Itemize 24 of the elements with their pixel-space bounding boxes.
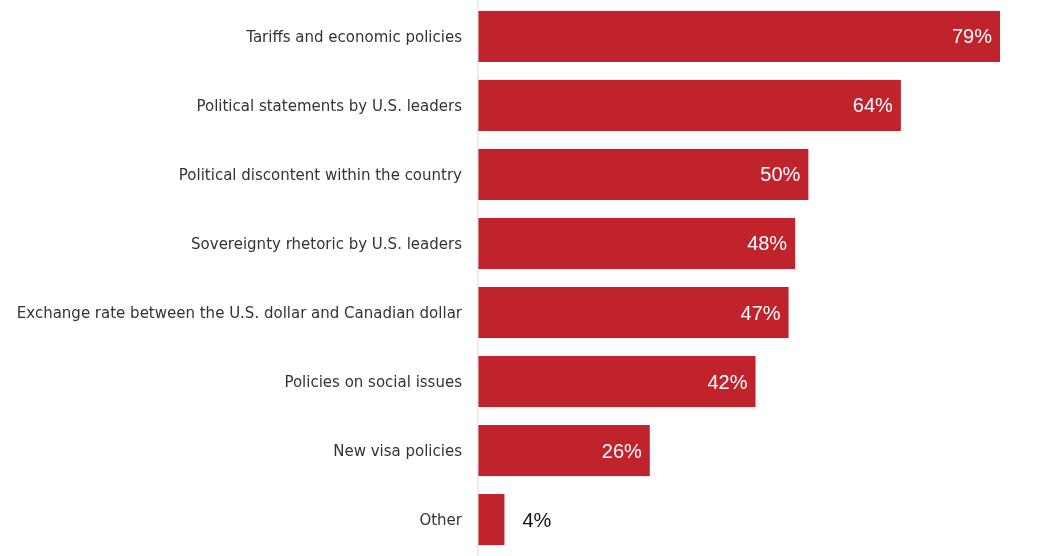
- data-label: 50%: [760, 163, 801, 186]
- y-tick-label: Other: [419, 510, 463, 529]
- bar: [478, 355, 756, 408]
- data-label: 26%: [601, 439, 643, 462]
- bar: [478, 148, 809, 201]
- bar: [478, 217, 796, 270]
- y-tick-label: Political statements by U.S. leaders: [196, 96, 463, 115]
- data-label: 64%: [852, 94, 894, 117]
- y-tick-label: Sovereignty rhetoric by U.S. leaders: [191, 234, 463, 253]
- bar: [478, 286, 789, 339]
- data-label: 4%: [522, 508, 552, 531]
- y-tick-label: Political discontent within the country: [178, 165, 463, 184]
- data-label: 48%: [747, 232, 788, 255]
- y-tick-label: Policies on social issues: [284, 372, 463, 391]
- y-tick-label: Exchange rate between the U.S. dollar and Canadian dollar: [16, 303, 463, 322]
- bar: [478, 79, 901, 131]
- data-label: 42%: [707, 370, 748, 393]
- data-label: 47%: [740, 301, 781, 324]
- data-label: 79%: [951, 25, 993, 48]
- bar: [478, 494, 505, 546]
- y-tick-label: Tariffs and economic policies: [245, 27, 463, 46]
- bar: [478, 425, 650, 477]
- bar: [478, 10, 1000, 62]
- y-tick-label: New visa policies: [333, 441, 463, 460]
